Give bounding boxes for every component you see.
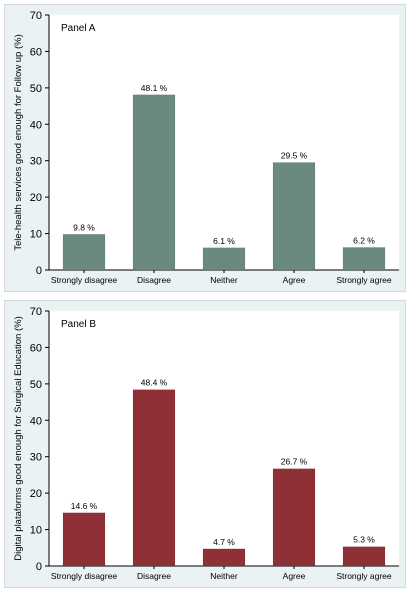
- chart-a-category-label-4: Strongly agree: [336, 275, 392, 285]
- chart-b-bar-2: [202, 548, 246, 567]
- chart-b-plot-area: [49, 311, 399, 566]
- chart-a-value-label-4: 6.2 %: [353, 235, 375, 245]
- chart-b-y-tick-label: 20: [30, 488, 42, 500]
- chart-a-bar-1: [132, 94, 176, 271]
- chart-panel-a: Panel A 0 10 20 30 40 50 60 70 Tele-health servic…: [4, 4, 406, 292]
- chart-b-y-tick-label: 60: [30, 342, 42, 354]
- chart-a-value-label-1: 48.1 %: [141, 83, 168, 93]
- chart-b-bar-3: [272, 468, 316, 567]
- chart-a-plot-area: [49, 15, 399, 270]
- chart-a-category-label-2: Neither: [210, 275, 238, 285]
- chart-b-y-tick-label: 0: [36, 561, 42, 573]
- chart-a-value-label-0: 9.8 %: [73, 222, 95, 232]
- chart-b-y-tick-label: 10: [30, 525, 42, 537]
- chart-a-bar-2: [202, 247, 246, 271]
- chart-b-value-label-0: 14.6 %: [71, 501, 98, 511]
- chart-a-y-tick-label: 60: [30, 46, 42, 58]
- chart-b-value-label-2: 4.7 %: [213, 537, 235, 547]
- chart-b-category-label-3: Agree: [283, 571, 306, 581]
- chart-b-y-tick-label: 30: [30, 452, 42, 464]
- chart-a-value-label-3: 29.5 %: [281, 151, 308, 161]
- chart-a-y-tick-label: 20: [30, 192, 42, 204]
- chart-panel-b: Panel B 0 10 20 30 40 50 60 70 Digital plataforms…: [4, 300, 406, 588]
- chart-b-y-tick-label: 40: [30, 415, 42, 427]
- chart-b-svg: Panel B 0 10 20 30 40 50 60 70 Digital plataforms…: [13, 306, 399, 581]
- chart-b-category-label-0: Strongly disagree: [51, 571, 117, 581]
- chart-b-title: Panel B: [61, 319, 96, 330]
- chart-b-value-label-1: 48.4 %: [141, 378, 168, 388]
- chart-a-y-tick-label: 40: [30, 119, 42, 131]
- chart-a-bar-4: [342, 247, 386, 271]
- chart-b-category-label-2: Neither: [210, 571, 238, 581]
- chart-b-y-axis-label: Digital plataforms good enough for Surgi…: [13, 316, 24, 561]
- chart-a-bar-3: [272, 162, 316, 271]
- chart-a-y-tick-label: 50: [30, 83, 42, 95]
- chart-a-title: Panel A: [61, 23, 96, 34]
- chart-b-bar-0: [62, 512, 106, 567]
- chart-b-bar-1: [132, 389, 176, 567]
- chart-a-y-tick-label: 10: [30, 229, 42, 241]
- chart-b-y-tick-label: 50: [30, 379, 42, 391]
- chart-a-category-label-0: Strongly disagree: [51, 275, 117, 285]
- chart-a-category-label-3: Agree: [283, 275, 306, 285]
- chart-b-y-tick-label: 70: [30, 306, 42, 318]
- chart-a-category-label-1: Disagree: [137, 275, 171, 285]
- chart-b-category-label-1: Disagree: [137, 571, 171, 581]
- chart-a-value-label-2: 6.1 %: [213, 236, 235, 246]
- chart-b-category-label-4: Strongly agree: [336, 571, 392, 581]
- chart-b-bar-4: [342, 546, 386, 567]
- chart-a-y-tick-label: 0: [36, 265, 42, 277]
- chart-a-y-tick-label: 70: [30, 10, 42, 22]
- chart-a-y-tick-label: 30: [30, 156, 42, 168]
- chart-b-value-label-4: 5.3 %: [353, 535, 375, 545]
- chart-a-bar-0: [62, 234, 106, 271]
- chart-a-svg: Panel A 0 10 20 30 40 50 60 70 Tele-health servic…: [13, 10, 399, 285]
- chart-b-value-label-3: 26.7 %: [281, 457, 308, 467]
- chart-a-y-axis-label: Tele-health services good enough for Fol…: [13, 34, 24, 251]
